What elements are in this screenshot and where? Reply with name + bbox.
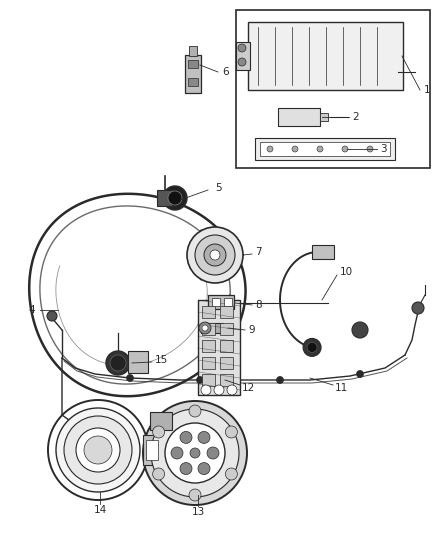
- Circle shape: [199, 322, 211, 334]
- Bar: [248, 22, 403, 90]
- Text: 13: 13: [191, 507, 205, 517]
- Circle shape: [171, 447, 183, 459]
- Circle shape: [201, 385, 211, 395]
- Bar: [260, 142, 390, 156]
- Circle shape: [227, 385, 237, 395]
- Text: 15: 15: [155, 355, 168, 365]
- Circle shape: [276, 376, 283, 384]
- Circle shape: [214, 385, 224, 395]
- Bar: [220, 374, 233, 386]
- Circle shape: [165, 423, 225, 483]
- Circle shape: [64, 416, 132, 484]
- Text: 4: 4: [28, 305, 35, 315]
- Bar: [198, 300, 240, 395]
- Circle shape: [352, 322, 368, 338]
- Bar: [220, 306, 233, 318]
- Text: 12: 12: [242, 383, 255, 393]
- Bar: [236, 10, 430, 168]
- Bar: [188, 60, 198, 68]
- Bar: [201, 323, 223, 333]
- Bar: [224, 298, 232, 306]
- Circle shape: [412, 302, 424, 314]
- Circle shape: [106, 351, 130, 375]
- Circle shape: [143, 401, 247, 505]
- Polygon shape: [29, 194, 246, 396]
- Bar: [202, 323, 215, 335]
- Circle shape: [110, 355, 126, 371]
- Circle shape: [152, 426, 165, 438]
- Bar: [202, 357, 215, 369]
- Bar: [202, 340, 215, 352]
- Text: 6: 6: [222, 67, 229, 77]
- Circle shape: [307, 342, 317, 352]
- Circle shape: [127, 375, 134, 382]
- Circle shape: [151, 409, 239, 497]
- Bar: [150, 412, 172, 430]
- Bar: [185, 55, 201, 93]
- Bar: [212, 298, 220, 306]
- Circle shape: [163, 186, 187, 210]
- Bar: [220, 357, 233, 369]
- Circle shape: [303, 338, 321, 357]
- Bar: [202, 306, 215, 318]
- Circle shape: [198, 463, 210, 474]
- Bar: [143, 435, 171, 465]
- Bar: [236, 42, 250, 70]
- Circle shape: [342, 146, 348, 152]
- Circle shape: [189, 405, 201, 417]
- Text: 2: 2: [352, 112, 359, 122]
- Circle shape: [56, 408, 140, 492]
- Text: 9: 9: [248, 325, 254, 335]
- Circle shape: [367, 146, 373, 152]
- Text: 11: 11: [335, 383, 348, 393]
- Circle shape: [180, 463, 192, 474]
- Circle shape: [207, 447, 219, 459]
- Circle shape: [190, 448, 200, 458]
- Bar: [188, 78, 198, 86]
- Circle shape: [198, 431, 210, 443]
- Bar: [220, 323, 233, 335]
- Circle shape: [292, 146, 298, 152]
- Circle shape: [226, 426, 237, 438]
- Circle shape: [76, 428, 120, 472]
- Bar: [189, 46, 197, 56]
- Circle shape: [226, 468, 237, 480]
- Text: 10: 10: [340, 267, 353, 277]
- Bar: [208, 295, 234, 309]
- Circle shape: [189, 489, 201, 501]
- Circle shape: [210, 250, 220, 260]
- Bar: [220, 340, 233, 352]
- Text: 7: 7: [255, 247, 261, 257]
- Bar: [146, 440, 158, 460]
- Bar: [255, 138, 395, 160]
- Circle shape: [204, 244, 226, 266]
- Circle shape: [187, 227, 243, 283]
- Circle shape: [47, 311, 57, 321]
- Circle shape: [168, 191, 182, 205]
- Circle shape: [197, 376, 204, 384]
- Circle shape: [317, 146, 323, 152]
- Bar: [320, 113, 328, 121]
- Circle shape: [180, 431, 192, 443]
- Circle shape: [195, 235, 235, 275]
- Circle shape: [357, 370, 364, 377]
- Bar: [312, 245, 334, 259]
- Bar: [128, 351, 148, 373]
- Bar: [157, 190, 172, 206]
- Text: 1: 1: [424, 85, 431, 95]
- Circle shape: [152, 468, 165, 480]
- Bar: [202, 374, 215, 386]
- Circle shape: [238, 44, 246, 52]
- Text: 3: 3: [380, 144, 387, 154]
- Circle shape: [267, 146, 273, 152]
- Circle shape: [238, 58, 246, 66]
- Circle shape: [202, 325, 208, 331]
- Bar: [278, 108, 320, 126]
- Text: 14: 14: [93, 505, 106, 515]
- Text: 5: 5: [215, 183, 222, 193]
- Circle shape: [84, 436, 112, 464]
- Text: 8: 8: [255, 300, 261, 310]
- Circle shape: [48, 400, 148, 500]
